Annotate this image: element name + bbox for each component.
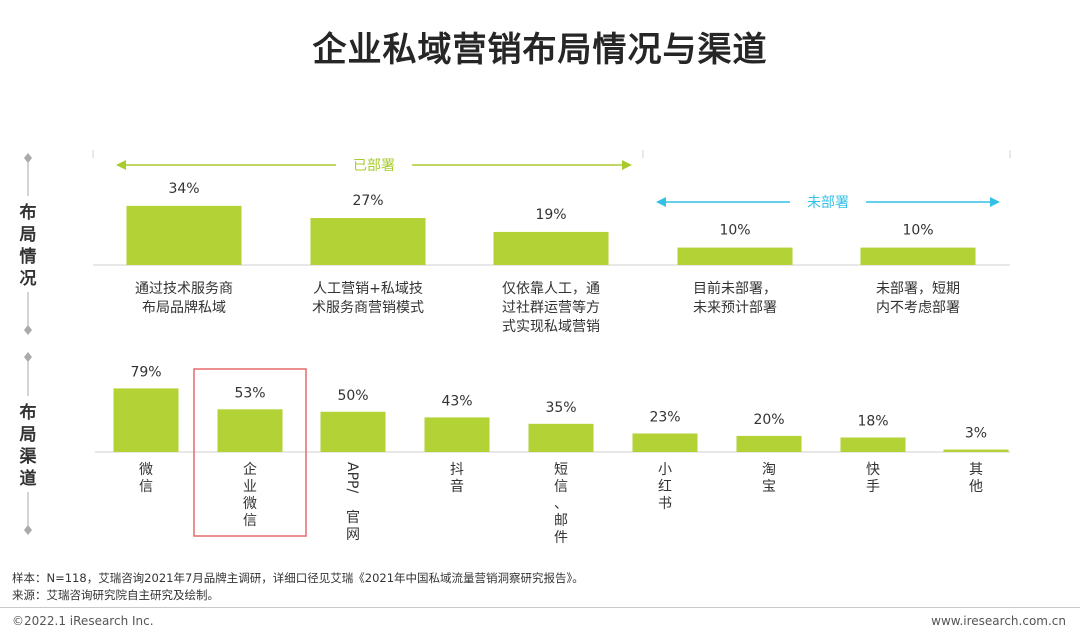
- layout-value-label: 10%: [719, 223, 750, 239]
- layout-bar: [860, 247, 976, 265]
- page-title: 企业私域营销布局情况与渠道: [312, 30, 768, 70]
- channel-category-label: 微: [243, 496, 257, 512]
- channel-category-label: 小: [658, 462, 672, 478]
- channel-section-label-char: 渠: [19, 446, 38, 467]
- channel-category-label: 短: [554, 462, 568, 478]
- layout-value-label: 10%: [902, 223, 933, 239]
- highlight-box: [193, 368, 307, 537]
- layout-category-label: 内不考虑部署: [876, 300, 960, 316]
- layout-section-diamond-bottom: [24, 325, 32, 335]
- channel-category-label: 件: [554, 530, 568, 546]
- layout-value-label: 34%: [168, 181, 199, 197]
- layout-bar: [126, 205, 242, 265]
- layout-category-label: 人工营销+私域技: [313, 281, 423, 297]
- channel-category-label: 红: [658, 479, 672, 495]
- channel-bar: [528, 423, 594, 452]
- channel-bar: [113, 388, 179, 452]
- deployed-group-arrow-label: 已部署: [353, 158, 395, 174]
- layout-value-label: 27%: [352, 193, 383, 209]
- channel-category-label: 网: [346, 527, 360, 543]
- layout-section-label-char: 情: [20, 246, 37, 267]
- channel-bar: [632, 433, 698, 452]
- layout-category-label: 未部署，短期: [876, 281, 960, 297]
- channel-value-label: 23%: [649, 409, 680, 425]
- deployed-group-arrow-arrowhead-left: [116, 160, 126, 170]
- layout-bar: [493, 231, 609, 265]
- channel-value-label: 50%: [337, 388, 368, 404]
- channel-category-label: 手: [866, 479, 880, 495]
- undeployed-group-arrow-arrowhead-left: [656, 197, 666, 207]
- footnote-source: 来源：艾瑞咨询研究院自主研究及绘制。: [12, 588, 219, 602]
- channel-value-label: 35%: [545, 400, 576, 416]
- channel-category-label: 信: [554, 479, 568, 495]
- channel-category-label: 宝: [762, 479, 776, 495]
- channel-section-label-char: 局: [20, 425, 37, 445]
- layout-section-label-char: 局: [20, 225, 37, 245]
- layout-section-label-char: 况: [20, 269, 37, 289]
- channel-category-label: 快: [866, 462, 880, 478]
- channel-value-label: 79%: [130, 364, 161, 380]
- channel-category-label: 淘: [762, 462, 776, 478]
- channel-category-label: 书: [658, 496, 672, 512]
- channel-category-label: 、: [554, 496, 568, 512]
- layout-category-label: 式实现私域营销: [502, 319, 600, 335]
- channel-category-label: 邮: [554, 513, 568, 529]
- channel-bar: [840, 437, 906, 452]
- layout-category-label: 目前未部署，: [693, 280, 777, 297]
- layout-value-label: 19%: [535, 207, 566, 223]
- channel-category-label: 微: [139, 462, 153, 478]
- layout-section-diamond-top: [24, 153, 32, 163]
- channel-category-label: 信: [243, 513, 257, 529]
- undeployed-group-arrow-label: 未部署: [807, 195, 849, 211]
- channel-category-label: 业: [243, 479, 257, 495]
- channel-value-label: 53%: [234, 385, 265, 401]
- layout-category-label: 仅依靠人工，通: [502, 281, 600, 297]
- layout-category-label: 通过技术服务商: [135, 281, 233, 297]
- footer-divider: [0, 607, 1080, 608]
- channel-section-diamond-top: [24, 352, 32, 362]
- footnote-sample: 样本：N=118，艾瑞咨询2021年7月品牌主调研，详细口径见艾瑞《2021年中…: [12, 571, 584, 585]
- channel-section-diamond-bottom: [24, 525, 32, 535]
- channel-category-label: 抖: [450, 462, 464, 478]
- layout-bar: [310, 218, 426, 265]
- undeployed-group-arrow-arrowhead-right: [990, 197, 1000, 207]
- layout-category-label: 术服务商营销模式: [312, 300, 424, 316]
- channel-category-label: 他: [969, 479, 983, 495]
- channel-category-label: 官: [346, 510, 360, 526]
- channel-value-label: 18%: [857, 414, 888, 430]
- copyright-text: ©2022.1 iResearch Inc.: [12, 614, 154, 628]
- deployed-group-arrow-arrowhead-right: [622, 160, 632, 170]
- channel-bar: [320, 411, 386, 452]
- layout-category-label: 过社群运营等方: [502, 299, 600, 316]
- layout-section-label-char: 布: [20, 202, 37, 223]
- channel-value-label: 43%: [441, 393, 472, 409]
- channel-category-label: 音: [450, 478, 464, 495]
- channel-bar: [943, 449, 1009, 452]
- channel-value-label: 3%: [965, 426, 987, 442]
- channel-category-label: 企: [243, 461, 257, 478]
- channel-bar: [736, 435, 802, 452]
- channel-category-label: 其: [969, 462, 983, 478]
- layout-bar: [677, 247, 793, 265]
- channel-category-label: 信: [139, 479, 153, 495]
- channel-category-label: APP/: [344, 462, 360, 493]
- channel-bar: [217, 409, 283, 452]
- channel-bar: [424, 417, 490, 452]
- channel-section-label-char: 道: [20, 468, 37, 489]
- layout-category-label: 布局品牌私域: [142, 299, 226, 316]
- layout-category-label: 未来预计部署: [693, 300, 777, 316]
- website-text: www.iresearch.com.cn: [931, 614, 1066, 628]
- channel-section-label-char: 布: [20, 402, 37, 423]
- channel-value-label: 20%: [753, 412, 784, 428]
